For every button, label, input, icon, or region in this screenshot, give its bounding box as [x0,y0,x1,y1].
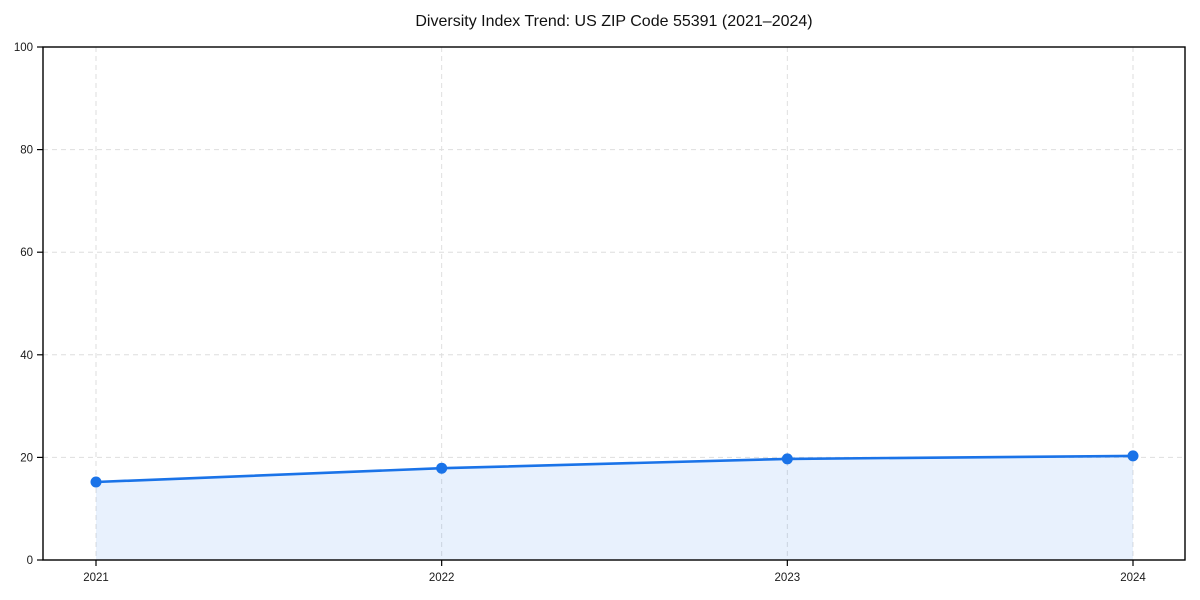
x-tick-label: 2023 [775,572,801,584]
x-tick-label: 2021 [83,572,109,584]
trend-line [94,454,1135,484]
y-tick-label: 40 [20,350,33,362]
data-point [436,462,448,474]
y-tick-label: 0 [27,555,33,567]
data-point [781,453,793,465]
y-tick-label: 80 [20,145,33,157]
data-point [1127,450,1139,462]
chart-title: Diversity Index Trend: US ZIP Code 55391… [415,13,813,30]
plot-border [42,46,1186,561]
y-tick-label: 100 [14,42,33,54]
data-point [90,476,102,488]
y-tick-label: 20 [20,452,33,464]
x-tick-label: 2022 [429,572,455,584]
area-fill [96,455,1133,560]
x-tick-label: 2024 [1120,572,1146,584]
y-tick-label: 60 [20,247,33,259]
